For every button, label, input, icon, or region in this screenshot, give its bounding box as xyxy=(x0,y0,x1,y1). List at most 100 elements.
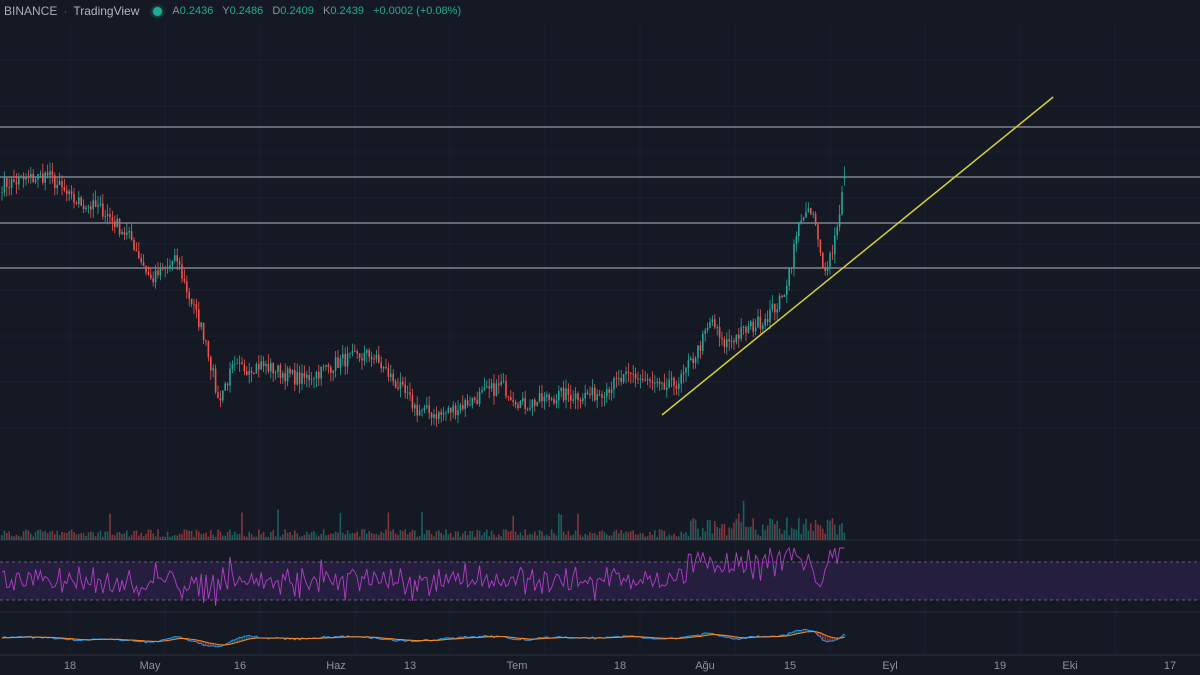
candle-body xyxy=(66,190,68,194)
candle-body xyxy=(510,397,512,401)
volume-bar xyxy=(116,532,118,540)
candle-body xyxy=(404,384,406,394)
volume-bar xyxy=(517,535,519,540)
candle-body xyxy=(294,370,296,385)
macd-histogram-bar xyxy=(822,633,824,641)
candle-body xyxy=(810,208,812,215)
candle-body xyxy=(202,322,205,341)
candle-body xyxy=(49,171,51,176)
candle-body xyxy=(838,214,841,228)
candle-body xyxy=(356,351,358,354)
macd-histogram-bar xyxy=(702,633,704,637)
volume-bar xyxy=(843,532,846,540)
candle-body xyxy=(831,253,834,255)
volume-bar xyxy=(238,533,241,540)
volume-bar xyxy=(152,533,154,540)
volume-bar xyxy=(390,531,392,540)
candle-body xyxy=(668,379,670,388)
volume-bar xyxy=(682,533,685,540)
candle-body xyxy=(94,200,97,207)
volume-bar xyxy=(594,532,596,540)
candle-body xyxy=(315,371,318,379)
volume-bar xyxy=(253,536,255,540)
candle-body xyxy=(646,379,649,381)
volume-bar xyxy=(615,529,618,540)
candle-body xyxy=(20,176,22,178)
candle-body xyxy=(279,365,282,378)
candle-body xyxy=(675,385,678,389)
macd-histogram-bar xyxy=(802,629,805,633)
volume-bar xyxy=(15,534,18,540)
candle-body xyxy=(502,381,505,383)
volume-bar xyxy=(798,517,800,540)
market-status-icon[interactable] xyxy=(153,6,163,16)
volume-bar xyxy=(428,530,430,540)
candle-body xyxy=(387,368,390,377)
candle-body xyxy=(406,392,409,394)
candle-body xyxy=(210,357,212,371)
volume-bar xyxy=(260,534,262,540)
candle-body xyxy=(13,179,15,182)
volume-bar xyxy=(841,523,843,540)
candle-body xyxy=(608,389,610,393)
volume-bar xyxy=(478,530,481,540)
volume-bar xyxy=(147,529,150,540)
candle-body xyxy=(790,267,793,269)
volume-bar xyxy=(289,532,291,540)
candle-body xyxy=(627,371,630,373)
volume-bar xyxy=(82,533,85,540)
time-tick-label: 19 xyxy=(993,660,1007,672)
volume-bar xyxy=(493,534,495,540)
candle-body xyxy=(836,227,838,236)
volume-bar xyxy=(421,511,423,540)
candle-body xyxy=(368,350,370,357)
candle-body xyxy=(526,408,529,410)
candle-body xyxy=(183,278,186,282)
candle-body xyxy=(39,173,42,175)
volume-bar xyxy=(234,531,236,540)
volume-bar xyxy=(661,530,663,540)
volume-bar xyxy=(757,534,759,540)
volume-bar xyxy=(469,531,471,540)
candle-body xyxy=(562,387,565,401)
candle-body xyxy=(757,316,759,328)
macd-histogram-bar xyxy=(188,638,190,642)
candle-body xyxy=(598,393,601,395)
volume-bar xyxy=(44,530,46,540)
candle-body xyxy=(454,405,457,416)
volume-bar xyxy=(634,534,637,540)
volume-bar xyxy=(178,533,181,540)
candle-body xyxy=(150,274,152,279)
volume-bar xyxy=(752,518,754,540)
volume-bar xyxy=(766,525,769,540)
candle-body xyxy=(673,377,675,386)
candle-body xyxy=(320,366,322,379)
candle-body xyxy=(169,265,171,268)
candle-body xyxy=(546,394,548,397)
candle-body xyxy=(829,253,831,267)
candle-body xyxy=(759,316,762,329)
volume-bar xyxy=(788,535,790,540)
volume-bar xyxy=(723,523,726,540)
volume-bar xyxy=(476,529,478,540)
volume-bar xyxy=(538,529,541,540)
candle-body xyxy=(634,373,637,379)
volume-bar xyxy=(786,517,788,540)
volume-bar xyxy=(666,536,668,540)
candle-body xyxy=(649,379,651,382)
candle-body xyxy=(344,354,346,367)
macd-histogram-bar xyxy=(704,632,706,636)
candle-body xyxy=(267,363,270,372)
candle-body xyxy=(699,345,702,351)
volume-bar xyxy=(404,529,406,540)
volume-bar xyxy=(606,534,608,540)
candle-body xyxy=(538,393,541,402)
volume-bar xyxy=(140,532,142,540)
candle-body xyxy=(416,404,418,416)
candle-body xyxy=(586,392,589,395)
volume-bar xyxy=(764,530,766,540)
candle-body xyxy=(788,268,790,286)
candle-body xyxy=(265,363,267,367)
candle-body xyxy=(246,371,248,375)
